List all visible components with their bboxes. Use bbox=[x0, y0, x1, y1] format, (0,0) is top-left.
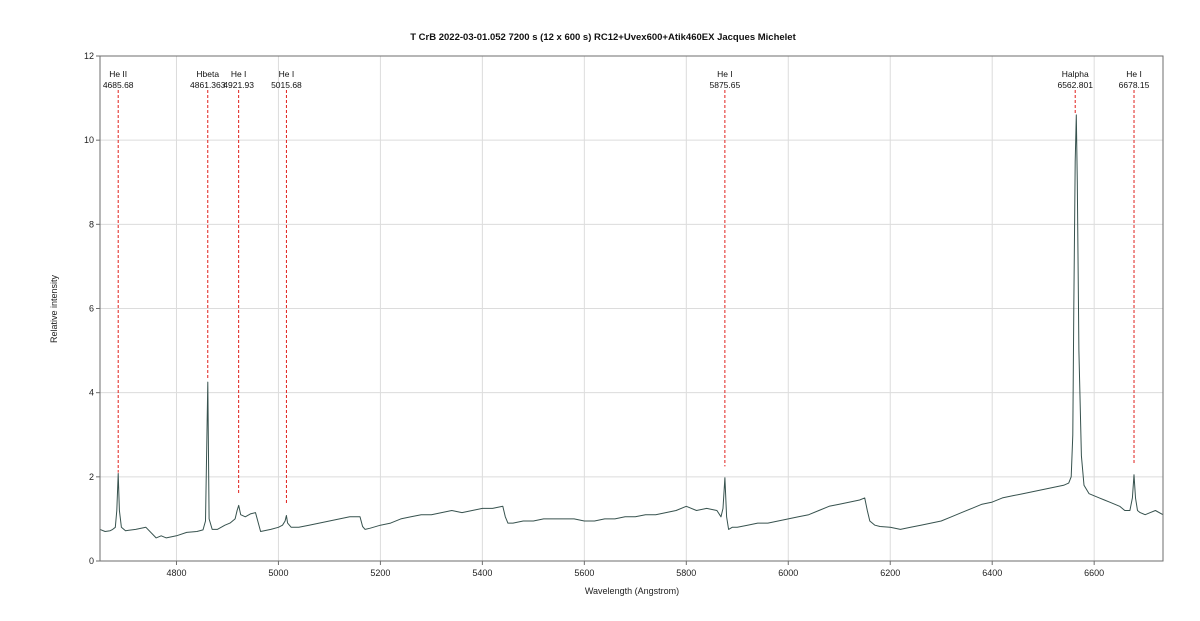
line-marker-wavelength-label: 5875.65 bbox=[710, 80, 741, 90]
x-tick-label: 5600 bbox=[574, 568, 594, 578]
x-tick-label: 6400 bbox=[982, 568, 1002, 578]
x-tick-label: 6600 bbox=[1084, 568, 1104, 578]
line-marker-element-label: Halpha bbox=[1062, 69, 1089, 79]
y-tick-label: 2 bbox=[89, 472, 94, 482]
x-tick-label: 6200 bbox=[880, 568, 900, 578]
line-marker-element-label: He I bbox=[717, 69, 733, 79]
x-tick-label: 5800 bbox=[676, 568, 696, 578]
x-axis-ticks: 4800 5000 5200 5400 5600 5800 6000 6200 6400 6600 bbox=[166, 561, 1104, 578]
line-marker-element-label: Hbeta bbox=[196, 69, 219, 79]
y-axis-ticks: 0 2 4 6 8 10 12 bbox=[84, 51, 100, 566]
y-tick-label: 0 bbox=[89, 556, 94, 566]
y-tick-label: 12 bbox=[84, 51, 94, 61]
x-axis-label: Wavelength (Angstrom) bbox=[585, 586, 679, 596]
grid-lines bbox=[100, 55, 1163, 562]
y-tick-label: 8 bbox=[89, 219, 94, 229]
line-marker-wavelength-label: 5015.68 bbox=[271, 80, 302, 90]
line-marker-wavelength-label: 4921.93 bbox=[223, 80, 254, 90]
x-tick-label: 5200 bbox=[370, 568, 390, 578]
y-axis-label: Relative intensity bbox=[49, 274, 59, 343]
line-marker-wavelength-label: 4861.363 bbox=[190, 80, 226, 90]
x-tick-label: 4800 bbox=[166, 568, 186, 578]
y-tick-label: 10 bbox=[84, 135, 94, 145]
line-marker-element-label: He II bbox=[109, 69, 127, 79]
chart-title: T CrB 2022-03-01.052 7200 s (12 x 600 s)… bbox=[410, 32, 796, 43]
y-tick-label: 4 bbox=[89, 388, 94, 398]
x-tick-label: 5000 bbox=[268, 568, 288, 578]
x-tick-label: 6000 bbox=[778, 568, 798, 578]
line-marker-wavelength-label: 6562.801 bbox=[1057, 80, 1093, 90]
x-tick-label: 5400 bbox=[472, 568, 492, 578]
line-marker-element-label: He I bbox=[279, 69, 295, 79]
y-tick-label: 6 bbox=[89, 304, 94, 314]
line-marker-wavelength-label: 4685.68 bbox=[103, 80, 134, 90]
spectrum-series-line bbox=[99, 114, 1164, 539]
line-marker-element-label: He I bbox=[231, 69, 247, 79]
line-marker-wavelength-label: 6678.15 bbox=[1119, 80, 1150, 90]
line-marker-element-label: He I bbox=[1126, 69, 1142, 79]
